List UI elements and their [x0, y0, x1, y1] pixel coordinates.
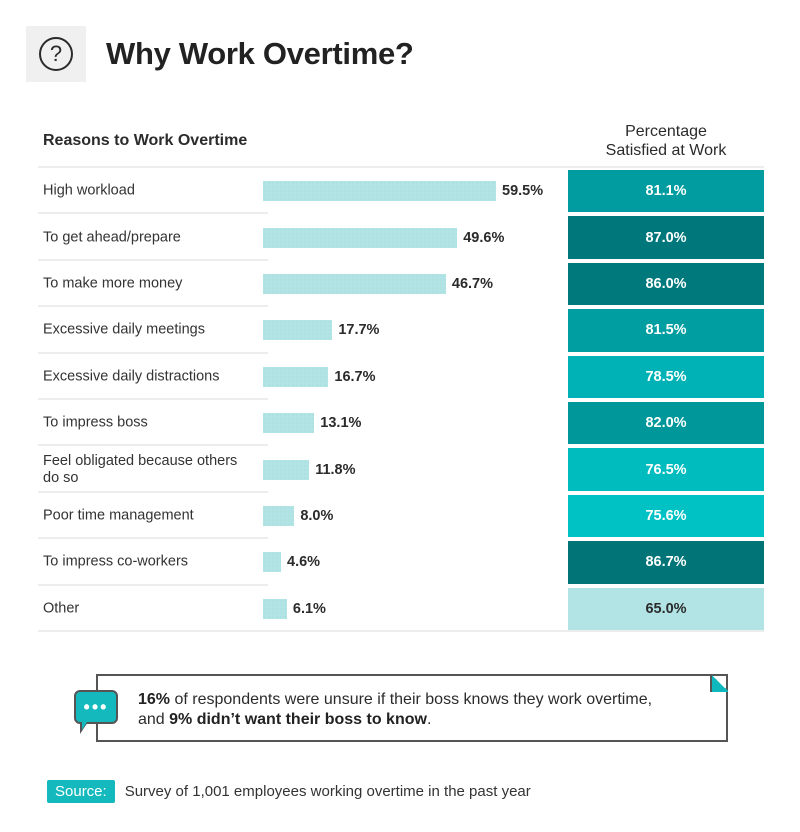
reason-label: To make more money — [43, 275, 183, 292]
share-bar — [263, 552, 281, 573]
page-title: Why Work Overtime? — [106, 36, 414, 71]
callout-text: 16% of respondents were unsure if their … — [138, 690, 652, 730]
satisfied-cell: 81.1% — [568, 170, 764, 213]
callout-bold-1: 16% — [138, 691, 171, 708]
reason-label: To impress boss — [43, 414, 148, 431]
callout-text-1: of respondents were unsure if their boss… — [170, 691, 653, 708]
share-value: 46.7% — [451, 275, 493, 292]
table-row: To get ahead/prepare 49.6% 87.0% — [38, 214, 764, 261]
share-bar — [263, 459, 310, 480]
source-note: Source: Survey of 1,001 employees workin… — [47, 780, 531, 803]
satisfied-cell: 76.5% — [568, 448, 764, 491]
callout-text-3: . — [426, 711, 432, 728]
satisfied-cell: 81.5% — [568, 309, 764, 352]
reason-label: High workload — [43, 182, 135, 199]
share-value: 13.1% — [320, 415, 362, 432]
table-row: Other 6.1% 65.0% — [38, 586, 764, 632]
callout-box: 16% of respondents were unsure if their … — [96, 674, 728, 742]
column-header-satisfied: Percentage Satisfied at Work — [568, 122, 764, 160]
column-header-satisfied-line2: Satisfied at Work — [605, 142, 727, 159]
callout-bold-2: 9% didn’t want their boss to know — [169, 711, 427, 728]
share-value: 16.7% — [334, 368, 376, 385]
reason-label: Excessive daily distractions — [43, 368, 220, 385]
satisfied-cell: 65.0% — [568, 587, 764, 630]
reason-label: Poor time management — [43, 507, 194, 524]
share-value: 6.1% — [292, 600, 326, 617]
reason-label: Other — [43, 600, 80, 617]
page-fold-icon — [710, 674, 728, 692]
column-header-reasons: Reasons to Work Overtime — [43, 132, 248, 149]
reason-label: Feel obligated because others do so — [43, 452, 238, 486]
row-divider — [38, 444, 268, 447]
title-block: ? Why Work Overtime? — [26, 26, 414, 82]
table-row: Excessive daily distractions 16.7% 78.5% — [38, 354, 764, 400]
satisfied-cell: 87.0% — [568, 216, 764, 259]
table-row: High workload 59.5% 81.1% — [38, 168, 764, 215]
table-row: Excessive daily meetings 17.7% 81.5% — [38, 307, 764, 354]
row-divider — [38, 351, 268, 354]
table-row: To impress co-workers 4.6% 86.7% — [38, 539, 764, 586]
share-value: 49.6% — [463, 229, 505, 246]
question-circle-icon: ? — [39, 37, 73, 71]
share-value: 4.6% — [287, 554, 321, 571]
table-row: Feel obligated because others do so 11.8%… — [38, 446, 764, 493]
row-divider — [38, 397, 268, 400]
row-divider — [38, 305, 268, 308]
row-divider — [38, 583, 268, 586]
share-bar — [263, 413, 315, 434]
share-bar — [263, 598, 287, 619]
table-row: To impress boss 13.1% 82.0% — [38, 400, 764, 447]
row-divider — [38, 537, 268, 540]
satisfied-cell: 82.0% — [568, 401, 764, 445]
row-divider — [38, 258, 268, 261]
reason-label: Excessive daily meetings — [43, 321, 205, 338]
source-label: Source: — [47, 780, 115, 803]
satisfied-cell: 86.7% — [568, 541, 764, 584]
satisfied-cell: 78.5% — [568, 355, 764, 398]
data-table: High workload 59.5% 81.1% To get ahead/prep… — [38, 168, 764, 632]
reason-label: To get ahead/prepare — [43, 229, 181, 246]
share-bar — [263, 227, 458, 248]
speech-bubble-icon: ••• — [74, 690, 118, 724]
row-divider — [38, 490, 268, 493]
table-row: Poor time management 8.0% 75.6% — [38, 493, 764, 540]
speech-bubble-tail-fill — [82, 722, 87, 730]
satisfied-cell: 75.6% — [568, 494, 764, 538]
header-divider — [38, 166, 764, 168]
column-header-satisfied-line1: Percentage — [625, 123, 707, 140]
table-row: To make more money 46.7% 86.0% — [38, 261, 764, 308]
share-value: 59.5% — [502, 183, 544, 200]
share-bar — [263, 366, 329, 387]
share-value: 8.0% — [300, 507, 334, 524]
satisfied-cell: 86.0% — [568, 262, 764, 306]
share-bar — [263, 273, 446, 294]
callout-text-2: and — [138, 711, 170, 728]
share-value: 17.7% — [338, 322, 380, 339]
share-bar — [263, 320, 333, 341]
source-text: Survey of 1,001 employees working overti… — [124, 783, 531, 800]
share-bar — [263, 505, 295, 526]
row-divider — [38, 629, 764, 632]
share-value: 11.8% — [315, 461, 356, 478]
question-icon-box: ? — [26, 26, 86, 82]
row-divider — [38, 212, 268, 215]
reason-label: To impress co-workers — [43, 553, 189, 570]
share-bar — [263, 181, 496, 202]
